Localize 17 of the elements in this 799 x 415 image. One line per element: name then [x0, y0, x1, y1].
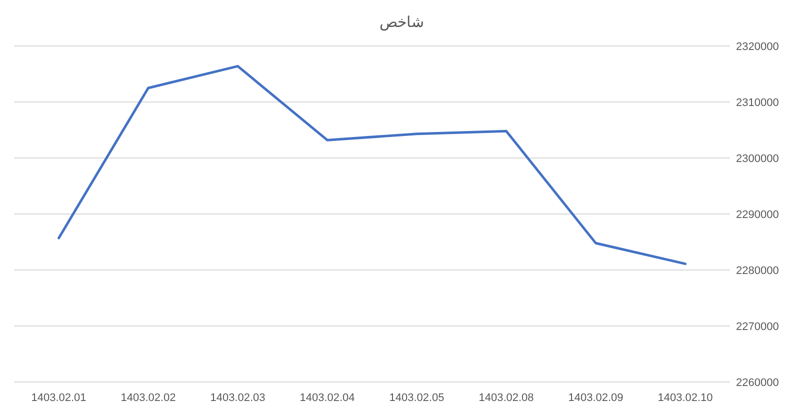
x-tick-label: 1403.02.05	[389, 392, 444, 404]
x-tick-label: 1403.02.08	[478, 392, 534, 404]
y-tick-label: 2310000	[736, 97, 779, 109]
y-tick-label: 2300000	[736, 153, 779, 165]
x-tick-label: 1403.02.04	[300, 392, 355, 404]
chart-title: شاخص	[380, 14, 424, 31]
x-tick-label: 1403.02.02	[120, 392, 176, 404]
line-series	[58, 64, 686, 266]
x-tick-label: 1403.02.10	[658, 392, 713, 404]
x-tick-label: 1403.02.01	[31, 392, 86, 404]
y-tick-label: 2290000	[736, 209, 779, 221]
y-tick-label: 2280000	[736, 265, 779, 277]
y-tick-label: 2260000	[736, 377, 779, 389]
y-tick-label: 2320000	[736, 41, 779, 53]
x-tick-label: 1403.02.03	[210, 392, 266, 404]
y-tick-label: 2270000	[736, 321, 779, 333]
x-tick-label: 1403.02.09	[568, 392, 624, 404]
